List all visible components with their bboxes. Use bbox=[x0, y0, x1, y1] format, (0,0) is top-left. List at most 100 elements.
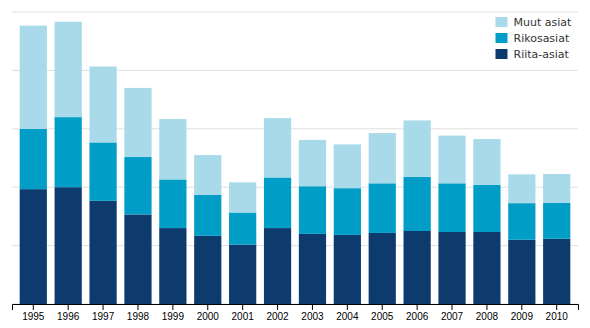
tick-mark bbox=[33, 304, 34, 310]
legend-item: Muut asiat bbox=[495, 16, 572, 29]
bar bbox=[159, 179, 186, 228]
grid bbox=[12, 12, 578, 304]
tick: 2003 bbox=[301, 304, 324, 322]
legend-swatch bbox=[495, 17, 507, 27]
bar bbox=[159, 228, 186, 304]
bar bbox=[20, 129, 47, 189]
tick: 1995 bbox=[22, 304, 45, 322]
tick-label: 2007 bbox=[441, 311, 464, 322]
tick: 2006 bbox=[406, 304, 429, 322]
bar bbox=[124, 214, 151, 304]
legend-item: Rikosasiat bbox=[495, 32, 569, 45]
legend-background bbox=[491, 13, 576, 64]
bar bbox=[55, 187, 82, 304]
plot: 1995 1996 1997 1998 1999 2000 2001 2002 2003 2004… bbox=[12, 12, 579, 322]
bar bbox=[369, 233, 396, 304]
bar bbox=[334, 235, 361, 304]
tick-mark bbox=[277, 304, 278, 310]
legend-label: Muut asiat bbox=[513, 16, 572, 29]
bar bbox=[89, 142, 116, 200]
bar bbox=[194, 236, 221, 304]
bar bbox=[299, 186, 326, 234]
bar bbox=[159, 119, 186, 179]
tick-mark bbox=[556, 304, 557, 310]
legend: Muut asiat Rikosasiat Riita-asiat bbox=[491, 13, 576, 64]
tick-mark bbox=[521, 304, 522, 310]
legend-swatch bbox=[495, 33, 507, 43]
bar bbox=[369, 133, 396, 183]
bar bbox=[194, 155, 221, 195]
tick-mark bbox=[68, 304, 69, 310]
bar bbox=[299, 234, 326, 304]
tick-label: 1996 bbox=[57, 311, 80, 322]
bar bbox=[404, 231, 431, 304]
tick: 2010 bbox=[546, 304, 569, 322]
bar bbox=[508, 240, 535, 304]
tick-label: 2002 bbox=[266, 311, 289, 322]
tick-label: 2010 bbox=[546, 311, 569, 322]
tick-label: 2009 bbox=[511, 311, 534, 322]
tick-mark bbox=[382, 304, 383, 310]
legend-label: Rikosasiat bbox=[513, 32, 569, 45]
tick-label: 2000 bbox=[197, 311, 220, 322]
bar bbox=[299, 140, 326, 186]
bar bbox=[404, 120, 431, 176]
tick: 2005 bbox=[371, 304, 394, 322]
bar bbox=[89, 201, 116, 304]
bar bbox=[543, 239, 570, 304]
tick-label: 1998 bbox=[127, 311, 150, 322]
tick-label: 1999 bbox=[162, 311, 185, 322]
bar bbox=[473, 232, 500, 304]
tick: 1999 bbox=[162, 304, 185, 322]
bar bbox=[229, 245, 256, 304]
tick: 2001 bbox=[232, 304, 255, 322]
legend-swatch bbox=[495, 49, 507, 59]
bar bbox=[124, 157, 151, 214]
tick-label: 2008 bbox=[476, 311, 499, 322]
tick-mark bbox=[452, 304, 453, 310]
bar bbox=[543, 174, 570, 203]
bar bbox=[438, 136, 465, 184]
bar bbox=[229, 182, 256, 212]
bar bbox=[264, 228, 291, 304]
tick: 2002 bbox=[266, 304, 289, 322]
bar bbox=[264, 177, 291, 228]
tick-label: 2006 bbox=[406, 311, 429, 322]
chart: 1995 1996 1997 1998 1999 2000 2001 2002 2003 2004… bbox=[0, 0, 590, 328]
tick: 1996 bbox=[57, 304, 80, 322]
legend-label: Riita-asiat bbox=[513, 48, 569, 61]
tick: 1997 bbox=[92, 304, 115, 322]
tick: 2000 bbox=[197, 304, 220, 322]
bar bbox=[473, 185, 500, 232]
bar bbox=[124, 88, 151, 157]
tick-mark bbox=[172, 304, 173, 310]
tick: 2007 bbox=[441, 304, 464, 322]
bar bbox=[438, 183, 465, 232]
tick-label: 2001 bbox=[232, 311, 255, 322]
bar bbox=[334, 144, 361, 188]
tick-mark bbox=[347, 304, 348, 310]
tick: 2004 bbox=[336, 304, 359, 322]
tick-label: 1997 bbox=[92, 311, 115, 322]
bar bbox=[369, 183, 396, 233]
tick-label: 2003 bbox=[301, 311, 324, 322]
tick-mark bbox=[103, 304, 104, 310]
x-axis: 1995 1996 1997 1998 1999 2000 2001 2002 2003 2004… bbox=[13, 304, 579, 322]
bar bbox=[404, 177, 431, 231]
series bbox=[20, 22, 571, 213]
grid-line bbox=[12, 12, 578, 13]
bar bbox=[20, 26, 47, 129]
tick-mark bbox=[312, 304, 313, 310]
bar bbox=[473, 139, 500, 185]
bars bbox=[20, 22, 571, 304]
bar bbox=[543, 203, 570, 239]
tick-label: 1995 bbox=[22, 311, 45, 322]
bar bbox=[508, 174, 535, 203]
bar bbox=[508, 203, 535, 240]
bar bbox=[438, 232, 465, 304]
tick-label: 2004 bbox=[336, 311, 359, 322]
tick: 2009 bbox=[511, 304, 534, 322]
tick: 2008 bbox=[476, 304, 499, 322]
legend-item: Riita-asiat bbox=[495, 48, 569, 61]
bar bbox=[89, 67, 116, 143]
